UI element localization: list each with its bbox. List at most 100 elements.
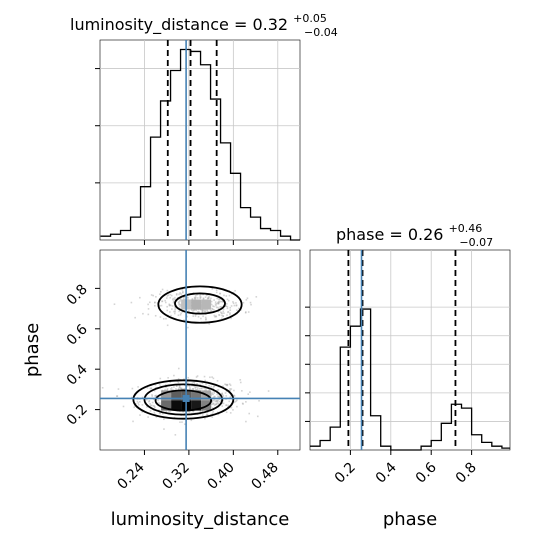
scatter-point bbox=[212, 399, 215, 402]
scatter-point bbox=[210, 297, 212, 300]
scatter-point bbox=[194, 385, 196, 388]
scatter-point bbox=[149, 387, 152, 390]
scatter-point bbox=[201, 311, 204, 314]
scatter-point bbox=[166, 388, 168, 391]
scatter-point bbox=[216, 389, 219, 391]
x-tick-label: 0.32 bbox=[159, 460, 192, 493]
scatter-point bbox=[158, 383, 161, 386]
scatter-point bbox=[235, 304, 238, 307]
scatter-point bbox=[246, 297, 249, 300]
scatter-point bbox=[226, 298, 229, 301]
x-tick-label: 0.40 bbox=[204, 460, 237, 493]
scatter-point bbox=[217, 389, 220, 391]
scatter-point bbox=[203, 387, 205, 389]
scatter-point bbox=[199, 297, 202, 299]
scatter-point bbox=[157, 409, 160, 412]
scatter-point bbox=[147, 303, 149, 306]
scatter-point bbox=[222, 395, 225, 397]
scatter-point bbox=[161, 412, 164, 415]
scatter-point bbox=[150, 387, 153, 390]
scatter-point bbox=[242, 403, 244, 405]
scatter-point bbox=[232, 301, 234, 303]
scatter-point bbox=[219, 300, 222, 303]
scatter-point bbox=[191, 298, 194, 300]
scatter-point bbox=[181, 291, 184, 294]
scatter-point bbox=[172, 300, 175, 303]
scatter-point bbox=[205, 383, 207, 386]
scatter-point bbox=[179, 300, 181, 303]
scatter-point bbox=[133, 406, 136, 409]
scatter-point bbox=[228, 400, 231, 403]
x-tick-label: 0.4 bbox=[373, 459, 400, 486]
scatter-point bbox=[179, 387, 182, 389]
scatter-point bbox=[211, 393, 213, 395]
scatter-point bbox=[177, 378, 180, 380]
scatter-point bbox=[218, 396, 220, 398]
scatter-point bbox=[196, 311, 199, 313]
scatter-point bbox=[226, 307, 229, 310]
scatter-point bbox=[149, 404, 152, 407]
scatter-point bbox=[153, 389, 156, 392]
scatter-point bbox=[211, 391, 213, 394]
scatter-point bbox=[215, 306, 218, 309]
scatter-point bbox=[219, 298, 221, 301]
scatter-point bbox=[169, 296, 172, 299]
scatter-point bbox=[249, 391, 251, 393]
x-tick-label: 0.48 bbox=[248, 460, 281, 493]
scatter-point bbox=[208, 385, 210, 387]
scatter-point bbox=[169, 409, 172, 412]
scatter-point bbox=[227, 406, 229, 408]
scatter-point bbox=[233, 304, 236, 307]
scatter-point bbox=[256, 415, 259, 418]
scatter-point bbox=[174, 312, 176, 315]
y-tick-label: 0.4 bbox=[64, 361, 91, 388]
scatter-point bbox=[172, 298, 174, 301]
scatter-point bbox=[194, 297, 197, 300]
scatter-point bbox=[217, 399, 219, 402]
scatter-point bbox=[213, 402, 215, 405]
scatter-point bbox=[239, 379, 242, 381]
scatter-point bbox=[137, 403, 140, 406]
scatter-point bbox=[132, 420, 134, 423]
scatter-point bbox=[235, 302, 237, 304]
scatter-point bbox=[220, 311, 222, 313]
density-cell bbox=[191, 390, 202, 401]
scatter-point bbox=[221, 393, 223, 395]
scatter-point bbox=[216, 297, 218, 300]
scatter-point bbox=[154, 387, 157, 389]
scatter-point bbox=[213, 299, 215, 301]
scatter-point bbox=[201, 414, 204, 416]
scatter-point bbox=[196, 375, 199, 377]
scatter-point bbox=[198, 387, 201, 390]
scatter-point bbox=[222, 394, 224, 396]
scatter-point bbox=[212, 387, 214, 390]
scatter-point bbox=[221, 317, 223, 320]
scatter-point bbox=[138, 400, 141, 403]
scatter-point bbox=[218, 301, 221, 304]
scatter-point bbox=[180, 387, 183, 390]
scatter-point bbox=[223, 312, 225, 314]
scatter-point bbox=[180, 304, 182, 306]
scatter-point bbox=[153, 411, 156, 414]
scatter-point bbox=[169, 388, 172, 390]
scatter-point bbox=[147, 416, 149, 418]
scatter-point bbox=[180, 312, 182, 315]
scatter-point bbox=[230, 317, 232, 320]
scatter-point bbox=[170, 294, 173, 297]
scatter-point bbox=[191, 382, 194, 384]
scatter-point bbox=[179, 292, 181, 294]
y-axis-label-phase: phase bbox=[22, 323, 43, 377]
scatter-point bbox=[166, 295, 169, 297]
scatter-point bbox=[206, 413, 209, 416]
scatter-point bbox=[142, 312, 144, 315]
scatter-point bbox=[213, 392, 216, 394]
scatter-point bbox=[212, 305, 214, 307]
scatter-point bbox=[141, 411, 143, 413]
scatter-point bbox=[151, 404, 153, 407]
scatter-point bbox=[204, 387, 207, 390]
scatter-point bbox=[186, 295, 188, 298]
luminosity-title: luminosity_distance = 0.32 +0.05 −0.04 bbox=[70, 7, 338, 39]
scatter-point bbox=[233, 401, 236, 403]
scatter-point bbox=[212, 385, 215, 388]
